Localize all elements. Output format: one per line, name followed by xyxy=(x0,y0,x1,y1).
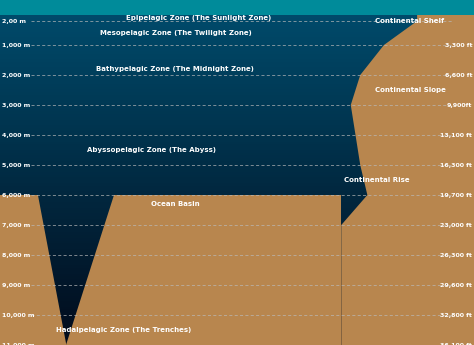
Text: Hadalpelagic Zone (The Trenches): Hadalpelagic Zone (The Trenches) xyxy=(55,327,191,333)
Text: 13,100 ft: 13,100 ft xyxy=(440,132,472,138)
Text: 11,000 m: 11,000 m xyxy=(2,343,35,345)
Text: 3,300 ft: 3,300 ft xyxy=(445,42,472,48)
Polygon shape xyxy=(0,195,38,345)
Text: Bathypelagic Zone (The Midnight Zone): Bathypelagic Zone (The Midnight Zone) xyxy=(96,66,255,72)
Text: 29,600 ft: 29,600 ft xyxy=(440,283,472,287)
Polygon shape xyxy=(0,195,66,345)
Polygon shape xyxy=(114,195,341,345)
Text: 10,000 m: 10,000 m xyxy=(2,313,35,317)
Text: 6,600 ft: 6,600 ft xyxy=(445,72,472,78)
Text: 1,000 m: 1,000 m xyxy=(2,42,30,48)
Polygon shape xyxy=(66,195,341,345)
Text: Abyssopelagic Zone (The Abyss): Abyssopelagic Zone (The Abyss) xyxy=(87,147,216,153)
Text: 3,000 m: 3,000 m xyxy=(2,102,30,108)
Text: 9,900ft: 9,900ft xyxy=(447,102,472,108)
Polygon shape xyxy=(341,15,474,345)
Text: 4,000 m: 4,000 m xyxy=(2,132,30,138)
Text: 36,100 ft: 36,100 ft xyxy=(440,343,472,345)
Text: 9,000 m: 9,000 m xyxy=(2,283,30,287)
Text: Continental Shelf: Continental Shelf xyxy=(375,18,445,24)
Text: Continental Rise: Continental Rise xyxy=(344,177,410,183)
Text: Epipelagic Zone (The Sunlight Zone): Epipelagic Zone (The Sunlight Zone) xyxy=(127,15,272,21)
Text: 32,800 ft: 32,800 ft xyxy=(440,313,472,317)
Text: 26,300 ft: 26,300 ft xyxy=(440,253,472,257)
Text: 8,000 m: 8,000 m xyxy=(2,253,30,257)
Text: Mesopelagic Zone (The Twilight Zone): Mesopelagic Zone (The Twilight Zone) xyxy=(100,30,251,36)
Text: Continental Slope: Continental Slope xyxy=(374,87,446,93)
Text: 6,000 m: 6,000 m xyxy=(2,193,30,197)
Text: 2,00 m: 2,00 m xyxy=(2,19,26,23)
Text: Ocean Basin: Ocean Basin xyxy=(151,201,200,207)
Text: 19,700 ft: 19,700 ft xyxy=(440,193,472,197)
Text: 5,000 m: 5,000 m xyxy=(2,162,30,168)
Text: 16,300 ft: 16,300 ft xyxy=(440,162,472,168)
Text: 2,000 m: 2,000 m xyxy=(2,72,30,78)
Text: 7,000 m: 7,000 m xyxy=(2,223,30,227)
Text: 23,000 ft: 23,000 ft xyxy=(440,223,472,227)
